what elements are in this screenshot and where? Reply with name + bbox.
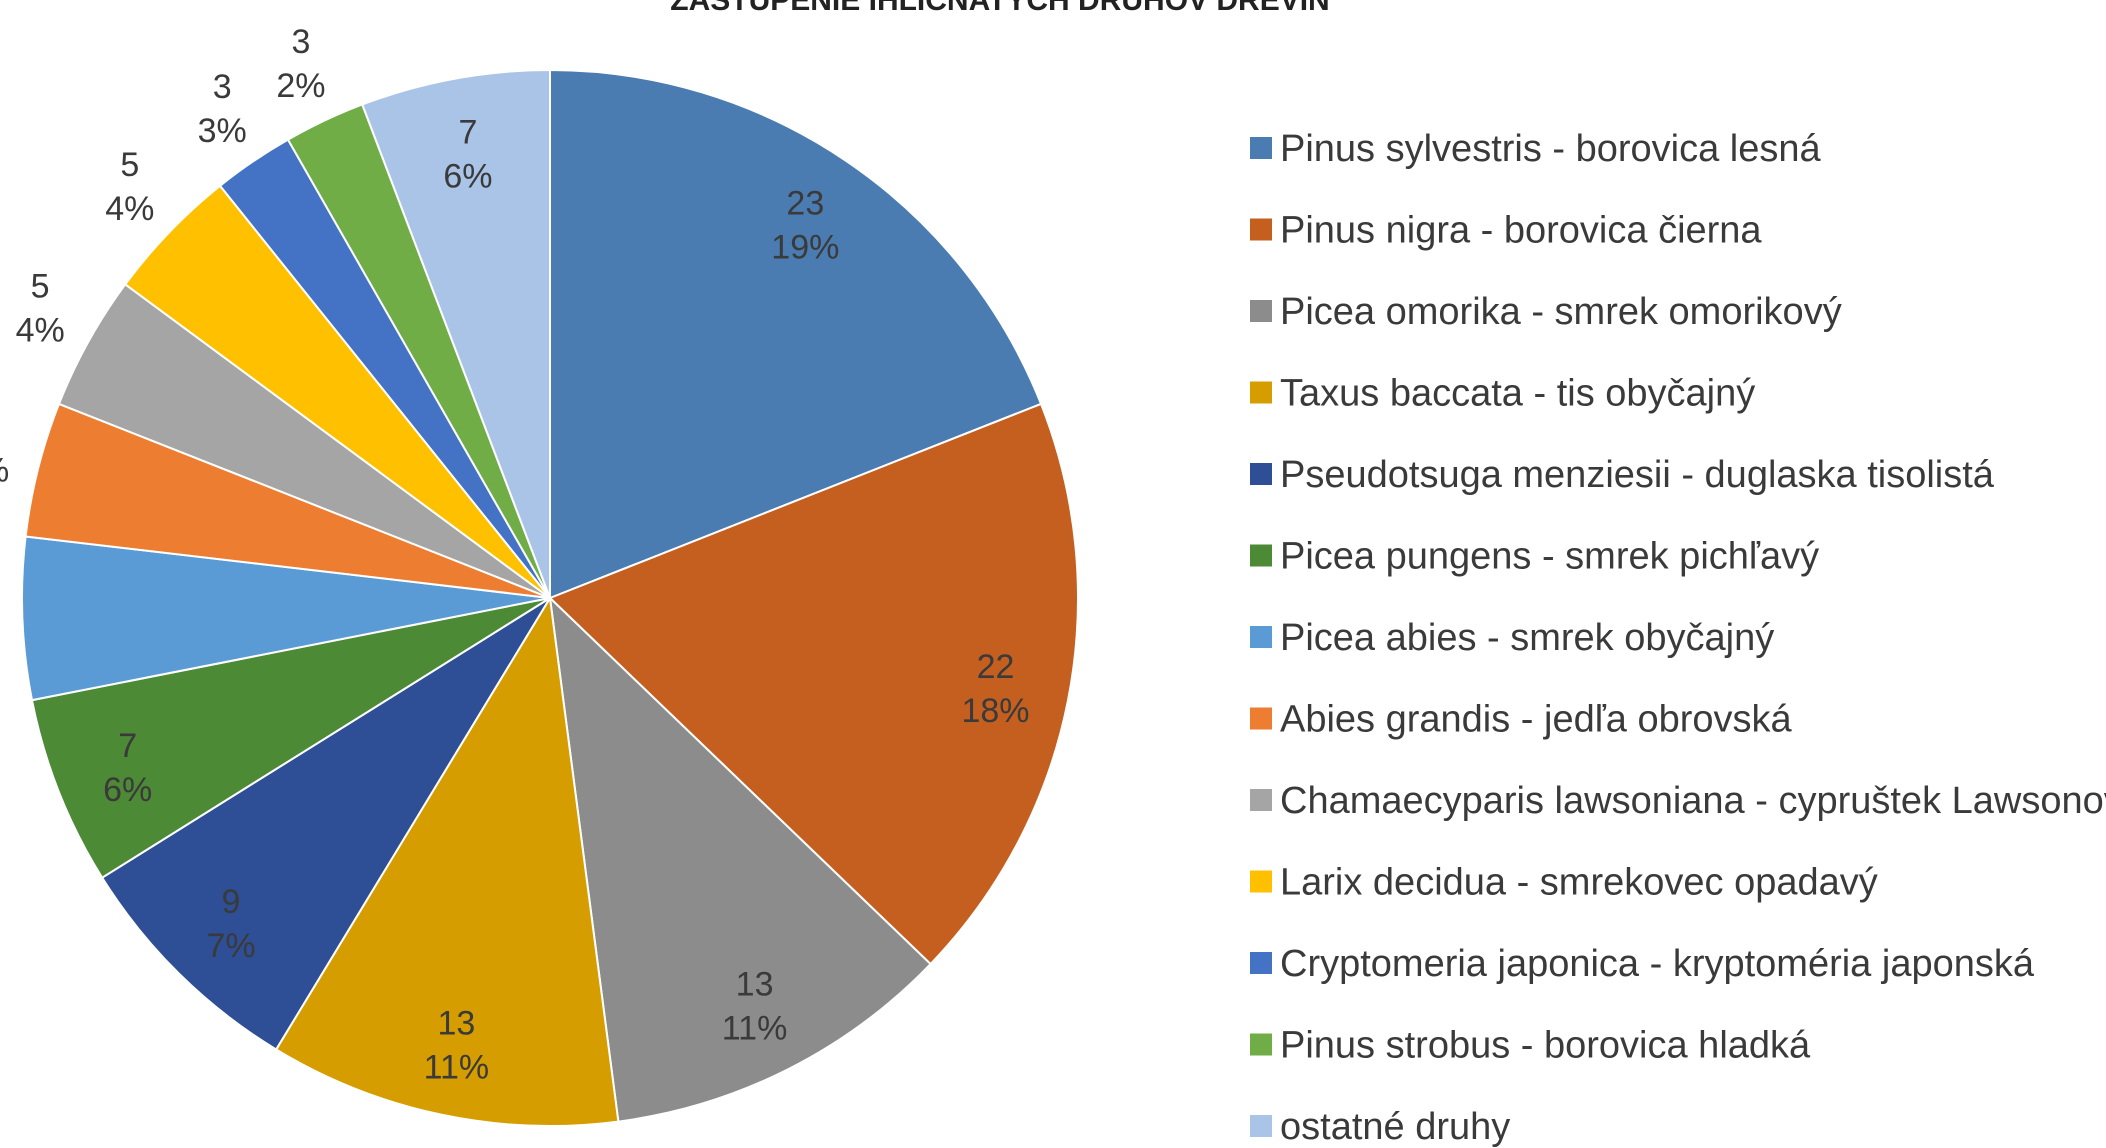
legend-swatch	[1250, 707, 1272, 730]
data-label-value: 3	[213, 68, 232, 106]
legend-label: Pseudotsuga menziesii - duglaska tisolis…	[1280, 454, 1995, 496]
legend-label: Cryptomeria japonica - kryptoméria japon…	[1280, 943, 2035, 985]
data-label-value: 7	[118, 727, 137, 765]
legend-label: Picea pungens - smrek pichľavý	[1280, 536, 1819, 578]
data-label-ostatne-druhy: 76%	[443, 113, 492, 195]
legend-label: Picea abies - smrek obyčajný	[1280, 617, 1774, 659]
legend-label: Larix decidua - smrekovec opadavý	[1280, 862, 1878, 904]
legend-swatch	[1250, 1033, 1272, 1056]
data-label-value: 5	[120, 146, 139, 184]
pie-slice-pseudotsuga-menziesii-duglaska-tisolista	[100, 597, 551, 1051]
pie-slices	[21, 68, 1079, 1127]
legend-item-pinus-strobus-borovica-hladka: Pinus strobus - borovica hladká	[1250, 1025, 1811, 1067]
data-label-value: 7	[458, 113, 477, 151]
legend-item-larix-decidua-smrekovec-opadavy: Larix decidua - smrekovec opadavý	[1250, 862, 1878, 904]
data-label-percent: 4%	[0, 452, 9, 490]
legend-swatch	[1250, 544, 1272, 567]
data-label-percent: 4%	[105, 190, 154, 228]
data-label-value: 3	[291, 23, 310, 61]
data-label-value: 13	[736, 965, 774, 1003]
legend-item-pinus-nigra-borovica-cierna: Pinus nigra - borovica čierna	[1250, 210, 1762, 252]
data-label-chamaecyparis-lawsoniana-cyprustek-lawsonov: 54%	[16, 267, 65, 349]
data-label-value: 22	[977, 648, 1015, 686]
data-label-percent: 2%	[276, 67, 325, 105]
data-label-larix-decidua-smrekovec-opadavy: 54%	[105, 146, 154, 228]
legend-label: Chamaecyparis lawsoniana - cypruštek Law…	[1280, 780, 2106, 822]
data-label-percent: 11%	[424, 1048, 490, 1086]
data-labels: 2319%2218%1311%1311%97%76%65%54%54%54%33…	[0, 23, 1030, 1086]
legend-item-pinus-sylvestris-borovica-lesna: Pinus sylvestris - borovica lesná	[1250, 128, 1822, 170]
legend-label: Taxus baccata - tis obyčajný	[1280, 373, 1755, 415]
data-label-percent: 11%	[722, 1009, 788, 1047]
legend-swatch	[1250, 463, 1272, 485]
legend-swatch	[1250, 626, 1272, 648]
pie-slice-pinus-nigra-borovica-cierna	[548, 402, 1079, 966]
data-label-pinus-strobus-borovica-hladka: 32%	[276, 23, 325, 105]
legend-swatch	[1250, 137, 1272, 159]
legend-item-pseudotsuga-menziesii-duglaska-tisolista: Pseudotsuga menziesii - duglaska tisolis…	[1250, 454, 1995, 496]
data-label-percent: 3%	[198, 112, 247, 150]
pie-slice-taxus-baccata-tis-obycajny	[274, 595, 620, 1127]
legend-swatch	[1250, 218, 1272, 241]
legend-item-abies-grandis-jedla-obrovska: Abies grandis - jedľa obrovská	[1250, 699, 1793, 741]
data-label-value: 23	[786, 185, 824, 223]
legend-item-picea-abies-smrek-obycajny: Picea abies - smrek obyčajný	[1250, 617, 1774, 659]
legend-label: Pinus strobus - borovica hladká	[1280, 1025, 1811, 1067]
pie-slice-picea-pungens-smrek-pichlavy	[30, 597, 551, 880]
chart-title: ZASTÚPENIE IHLIČNATÝCH DRUHOV DREVÍN	[670, 0, 1329, 17]
data-label-abies-grandis-jedla-obrovska: 54%	[0, 452, 9, 490]
pie-slice-picea-abies-smrek-obycajny	[21, 535, 551, 702]
legend-item-cryptomeria-japonica-kryptomeria-japonska: Cryptomeria japonica - kryptoméria japon…	[1250, 943, 2035, 985]
legend-swatch	[1250, 300, 1272, 322]
legend-label: Picea omorika - smrek omorikový	[1280, 291, 1842, 333]
legend-item-picea-omorika-smrek-omorikovy: Picea omorika - smrek omorikový	[1250, 291, 1842, 333]
pie-slice-ostatne-druhy	[360, 68, 551, 599]
legend-swatch	[1250, 381, 1272, 404]
data-label-percent: 18%	[961, 692, 1029, 730]
pie-slice-picea-omorika-smrek-omorikovy	[548, 595, 932, 1123]
legend-swatch	[1250, 870, 1272, 893]
legend-item-taxus-baccata-tis-obycajny: Taxus baccata - tis obyčajný	[1250, 373, 1755, 415]
legend-label: ostatné druhy	[1280, 1106, 1510, 1148]
legend-item-chamaecyparis-lawsoniana-cyprustek-lawsonov: Chamaecyparis lawsoniana - cypruštek Law…	[1250, 780, 2106, 822]
legend-swatch	[1250, 1115, 1272, 1137]
data-label-percent: 19%	[771, 229, 839, 267]
legend-item-picea-pungens-smrek-pichlavy: Picea pungens - smrek pichľavý	[1250, 536, 1819, 578]
legend-label: Pinus nigra - borovica čierna	[1280, 210, 1762, 252]
data-label-percent: 4%	[16, 311, 65, 349]
data-label-cryptomeria-japonica-kryptomeria-japonska: 33%	[198, 68, 247, 150]
pie-slice-pinus-sylvestris-borovica-lesna	[549, 68, 1043, 600]
legend: Pinus sylvestris - borovica lesná Pinus n…	[1250, 128, 2106, 1148]
legend-swatch	[1250, 952, 1272, 974]
data-label-percent: 7%	[206, 927, 255, 965]
legend-swatch	[1250, 789, 1272, 811]
data-label-value: 9	[222, 883, 241, 921]
data-label-value: 5	[31, 267, 50, 305]
legend-label: Pinus sylvestris - borovica lesná	[1280, 128, 1822, 170]
data-label-percent: 6%	[443, 157, 492, 195]
data-label-value: 13	[437, 1004, 475, 1042]
data-label-percent: 6%	[103, 771, 152, 809]
legend-label: Abies grandis - jedľa obrovská	[1280, 699, 1793, 741]
legend-item-ostatne-druhy: ostatné druhy	[1250, 1106, 1510, 1148]
data-label-pseudotsuga-menziesii-duglaska-tisolista: 97%	[206, 883, 255, 965]
data-label-picea-pungens-smrek-pichlavy: 76%	[103, 727, 152, 809]
